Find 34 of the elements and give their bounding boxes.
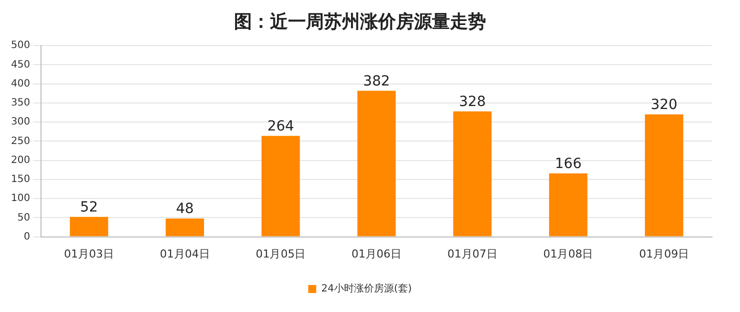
chart-title: 图：近一周苏州涨价房源量走势 — [234, 11, 486, 32]
x-tick-label: 01月03日 — [64, 247, 114, 260]
bar — [357, 90, 396, 236]
y-tick-label: 400 — [10, 78, 30, 90]
data-label: 166 — [554, 156, 582, 172]
data-label: 382 — [363, 73, 390, 90]
y-tick-label: 250 — [10, 136, 30, 147]
y-tick-label: 50 — [17, 212, 30, 224]
x-tick-label: 01月07日 — [447, 247, 498, 260]
x-tick-label: 01月04日 — [160, 247, 210, 260]
x-tick-label: 01月05日 — [256, 247, 306, 260]
y-tick-label: 200 — [10, 154, 30, 166]
y-tick-label: 350 — [10, 98, 30, 109]
x-tick-label: 01月09日 — [639, 247, 690, 260]
bar — [549, 173, 588, 236]
data-label: 264 — [267, 118, 294, 134]
bar — [453, 111, 492, 236]
legend-label: 24小时涨价房源(套) — [321, 282, 412, 295]
y-tick-label: 300 — [10, 116, 30, 128]
data-label: 328 — [459, 94, 486, 110]
bar — [166, 218, 204, 236]
bar — [644, 114, 684, 236]
x-tick-label: 01月06日 — [352, 247, 402, 260]
y-tick-label: 150 — [10, 174, 30, 186]
data-label: 52 — [80, 200, 98, 216]
y-tick-label: 100 — [10, 193, 30, 204]
bar — [262, 136, 300, 236]
data-label: 320 — [650, 97, 678, 114]
y-tick-label: 500 — [10, 40, 30, 52]
data-label: 48 — [176, 201, 194, 218]
y-tick-label: 450 — [10, 59, 30, 70]
y-tick-label: 0 — [24, 231, 30, 242]
x-tick-label: 01月08日 — [543, 247, 594, 260]
bar — [70, 216, 108, 236]
